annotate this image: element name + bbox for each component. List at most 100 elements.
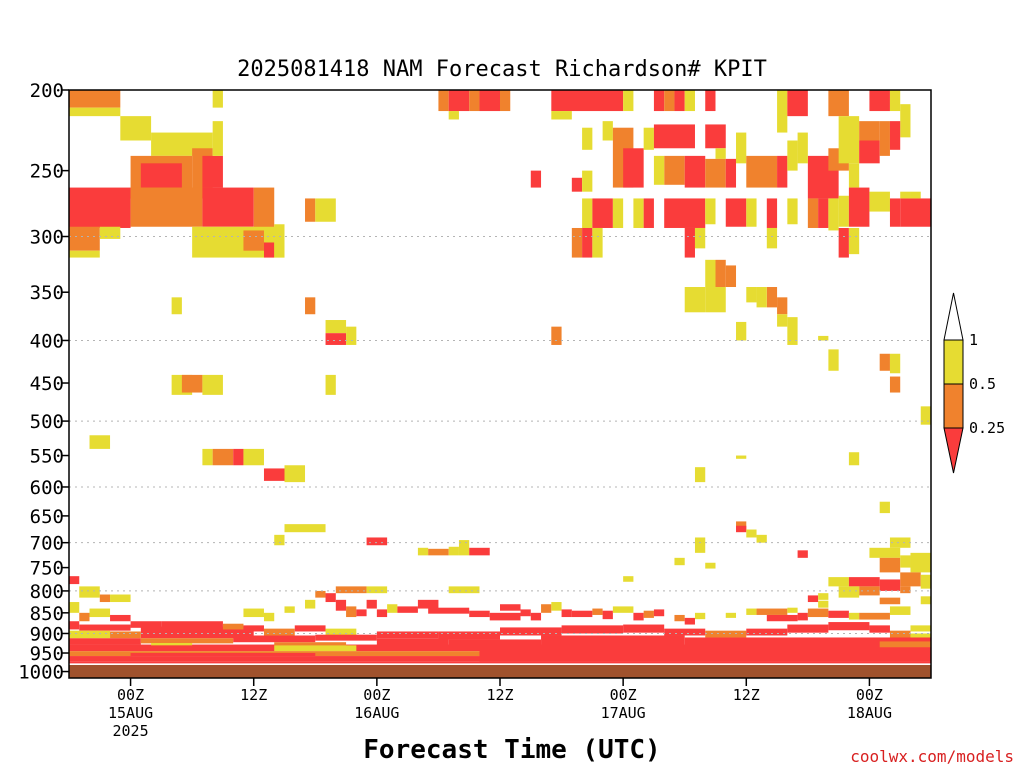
data-cell (910, 633, 931, 642)
data-cell (879, 353, 890, 371)
data-cell (787, 317, 798, 345)
data-cell (335, 599, 347, 611)
data-cell (428, 607, 470, 614)
y-tick-label: 1000 (18, 662, 64, 684)
data-cell (910, 552, 931, 573)
data-cell (838, 227, 849, 258)
data-cell (848, 227, 860, 255)
data-cell (294, 625, 326, 632)
data-cell (305, 599, 316, 609)
data-cell (777, 314, 788, 327)
data-cell (633, 198, 644, 228)
data-cell (500, 627, 562, 636)
data-cell (140, 638, 234, 644)
data-cell (592, 198, 613, 228)
data-cell (489, 612, 521, 621)
data-cell (715, 259, 726, 288)
data-cell (551, 602, 562, 611)
data-cell (838, 116, 860, 164)
data-cell (69, 644, 931, 652)
data-cell (797, 550, 808, 558)
data-cell (366, 599, 377, 609)
data-cell (530, 170, 542, 188)
data-cell (417, 547, 429, 556)
data-cell (222, 623, 244, 630)
data-cell (900, 191, 911, 199)
data-cell (202, 155, 223, 188)
data-cell (551, 90, 624, 112)
data-cell (469, 547, 490, 556)
data-cell (848, 577, 880, 587)
data-cell (705, 630, 747, 638)
data-cell (715, 148, 726, 159)
data-cell (110, 614, 131, 622)
y-tick-label: 250 (30, 161, 64, 183)
data-cell (582, 170, 593, 192)
data-cell (448, 639, 542, 646)
y-tick-label: 400 (30, 330, 64, 352)
data-cell (612, 606, 634, 613)
data-cell (807, 608, 829, 618)
data-cell (828, 577, 849, 587)
data-cell (110, 594, 131, 603)
data-cell (171, 297, 182, 315)
x-tick-label: 12Z (486, 686, 513, 704)
data-cell (777, 90, 788, 133)
data-cell (69, 187, 131, 228)
data-cell (746, 198, 757, 227)
data-cell (202, 374, 223, 395)
data-cell (694, 537, 706, 553)
data-cell (448, 546, 459, 556)
data-cell (243, 230, 264, 251)
data-cell (756, 287, 767, 308)
y-tick-label: 200 (30, 80, 64, 102)
data-cell (910, 625, 931, 632)
y-tick-label: 800 (30, 581, 64, 603)
data-cell (325, 333, 347, 345)
y-tick-label: 900 (30, 623, 64, 645)
data-cell (766, 198, 778, 228)
data-cell (684, 637, 931, 646)
data-cell (736, 455, 747, 459)
data-cell (869, 90, 890, 112)
data-cell (920, 406, 931, 425)
x-tick-label: 12Z (240, 686, 267, 704)
data-cell (900, 586, 911, 594)
data-cells (69, 90, 931, 665)
data-cell (69, 630, 111, 639)
data-cell (551, 111, 572, 120)
data-cell (284, 465, 306, 483)
y-tick-label: 550 (30, 446, 64, 468)
data-cell (417, 599, 439, 609)
y-tick-label: 750 (30, 558, 64, 580)
data-cell (694, 227, 706, 249)
data-cell (69, 250, 100, 258)
data-cell (623, 90, 634, 112)
data-cell (694, 467, 706, 483)
chart-title: 2025081418 NAM Forecast Richardson# KPIT (237, 57, 767, 82)
data-cell (202, 187, 254, 227)
data-cell (284, 606, 295, 613)
data-cell (212, 448, 234, 466)
data-cell (274, 534, 285, 546)
data-cell (746, 608, 757, 615)
credit-link[interactable]: coolwx.com/models (850, 747, 1014, 766)
legend-label: 0.25 (969, 419, 1005, 437)
data-cell (684, 617, 695, 625)
legend-arrow-top (943, 292, 964, 341)
y-tick-label: 700 (30, 533, 64, 555)
data-cell (736, 132, 747, 164)
data-cell (438, 631, 500, 640)
data-cell (828, 198, 839, 231)
data-cell (305, 198, 316, 222)
x-tick-label: 15AUG (108, 704, 153, 722)
data-cell (130, 187, 203, 227)
data-cell (725, 265, 737, 288)
data-cell (869, 625, 890, 633)
data-cell (602, 610, 613, 620)
legend-label: 1 (969, 331, 978, 349)
data-cell (263, 468, 285, 481)
data-cell (243, 608, 264, 618)
data-cell (643, 127, 654, 150)
data-cell (684, 90, 695, 112)
